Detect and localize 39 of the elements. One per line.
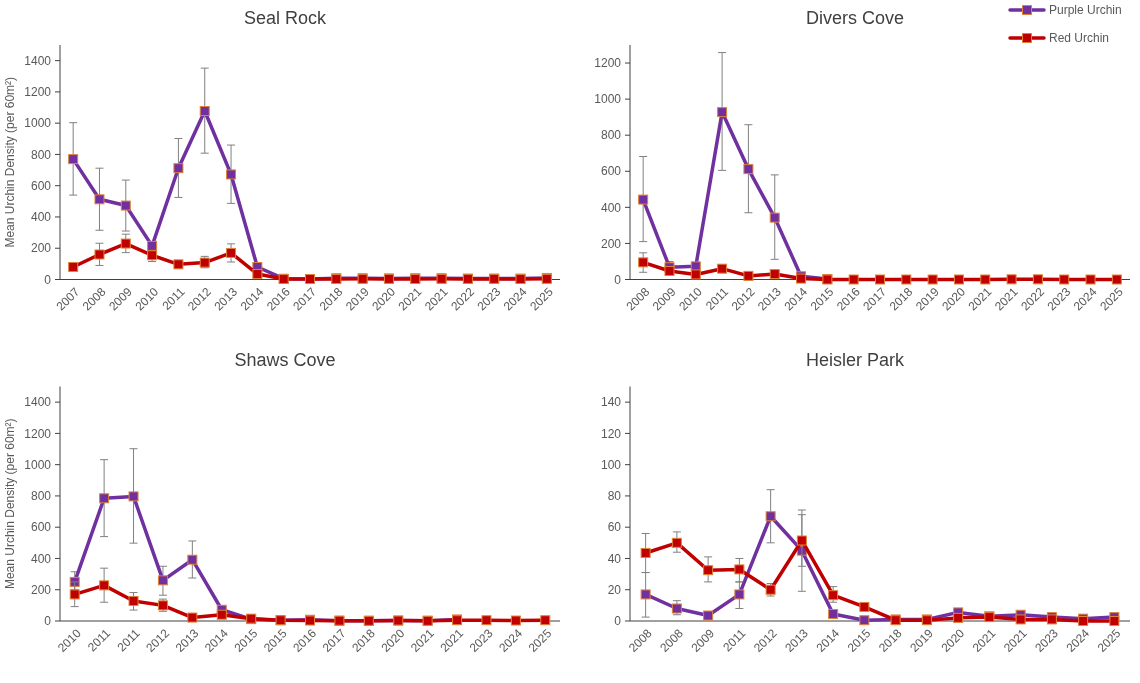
y-tick-label: 120 bbox=[600, 426, 622, 441]
y-tick-label: 0 bbox=[44, 272, 52, 287]
y-tick-label: 600 bbox=[30, 178, 52, 193]
legend-label: Red Urchin bbox=[1049, 31, 1110, 46]
y-tick-label: 200 bbox=[600, 236, 622, 251]
y-tick-label: 600 bbox=[600, 164, 622, 179]
y-tick-label: 0 bbox=[614, 614, 622, 629]
legend-label: Purple Urchin bbox=[1049, 3, 1122, 18]
y-tick-label: 1200 bbox=[24, 426, 52, 441]
y-tick-label: 0 bbox=[614, 272, 622, 287]
chart-title: Shaws Cove bbox=[234, 349, 336, 370]
y-tick-label: 800 bbox=[600, 128, 622, 143]
y-axis-title: Mean Urchin Density (per 60m²) bbox=[3, 76, 17, 248]
y-tick-label: 200 bbox=[30, 241, 52, 256]
y-tick-label: 20 bbox=[607, 582, 622, 597]
y-tick-label: 0 bbox=[44, 614, 52, 629]
y-tick-label: 60 bbox=[607, 520, 622, 535]
y-tick-label: 800 bbox=[30, 147, 52, 162]
y-tick-label: 1200 bbox=[24, 85, 52, 100]
y-tick-label: 600 bbox=[30, 520, 52, 535]
y-tick-label: 40 bbox=[607, 551, 622, 566]
y-tick-label: 140 bbox=[600, 395, 622, 410]
y-tick-label: 800 bbox=[30, 489, 52, 504]
y-tick-label: 200 bbox=[30, 582, 52, 597]
chart-title: Seal Rock bbox=[243, 8, 328, 28]
chart-title: Divers Cove bbox=[805, 8, 905, 28]
y-tick-label: 1400 bbox=[24, 395, 52, 410]
y-tick-label: 1000 bbox=[594, 92, 622, 107]
y-tick-label: 100 bbox=[600, 457, 622, 472]
y-tick-label: 1000 bbox=[24, 457, 52, 472]
chart-title: Heisler Park bbox=[805, 349, 906, 370]
y-tick-label: 400 bbox=[30, 551, 52, 566]
y-tick-label: 1400 bbox=[24, 53, 52, 68]
y-tick-label: 80 bbox=[607, 489, 622, 504]
y-tick-label: 400 bbox=[600, 200, 622, 215]
y-tick-label: 1000 bbox=[24, 116, 52, 131]
y-tick-label: 400 bbox=[30, 210, 52, 225]
y-tick-label: 1200 bbox=[594, 56, 622, 71]
y-axis-title: Mean Urchin Density (per 60m²) bbox=[3, 418, 17, 590]
